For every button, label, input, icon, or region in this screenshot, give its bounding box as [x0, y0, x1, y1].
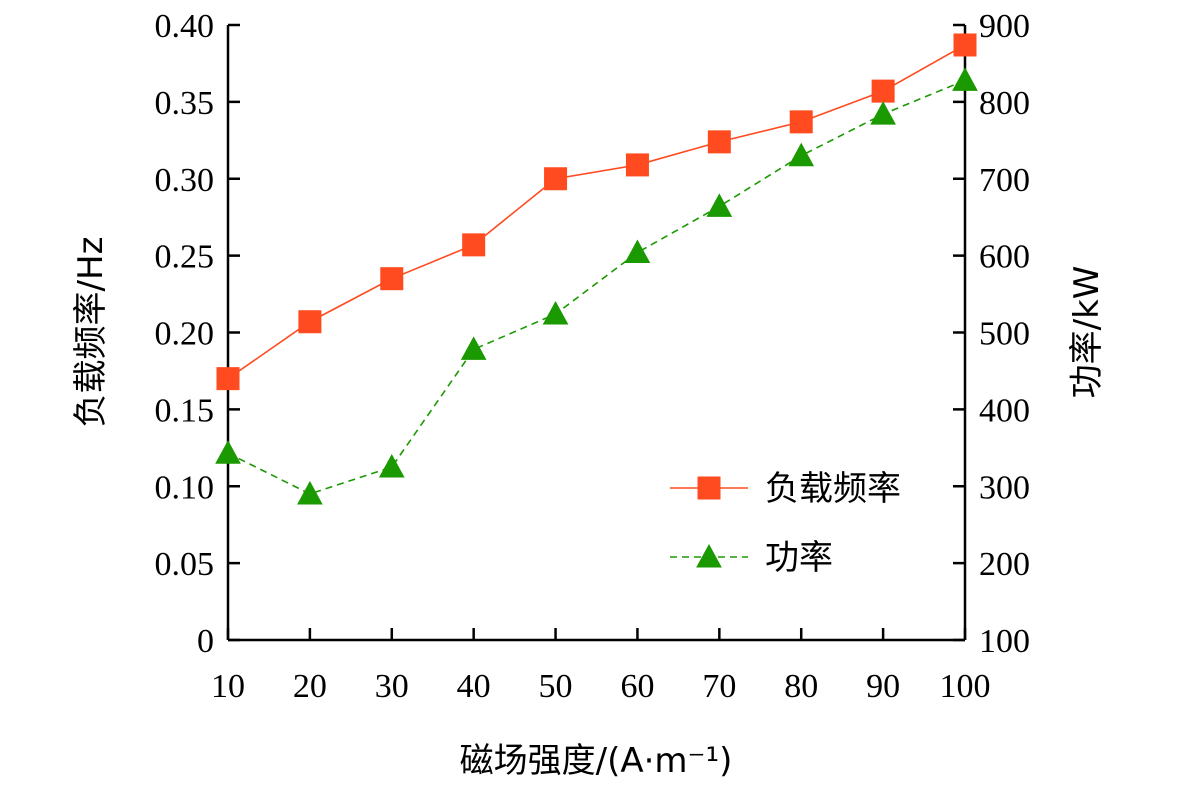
data-point: [298, 310, 322, 334]
x-tick-label: 40: [457, 668, 491, 705]
left-tick-label: 0.30: [155, 162, 215, 199]
legend-marker: [696, 543, 722, 568]
data-point: [788, 142, 815, 167]
right-tick-label: 100: [979, 623, 1030, 660]
right-tick-label: 700: [979, 162, 1030, 199]
right-tick-label: 500: [979, 316, 1030, 353]
data-point: [871, 79, 895, 103]
series-layer: [215, 33, 978, 505]
left-tick-label: 0.35: [155, 85, 215, 122]
data-point: [870, 101, 896, 125]
right-tick-label: 300: [979, 469, 1030, 506]
data-point: [952, 67, 978, 91]
data-point: [378, 453, 405, 478]
data-point: [544, 167, 568, 191]
x-tick-label: 80: [784, 668, 818, 705]
right-axis: 100 200 300 400 500 600 700 800 900: [953, 8, 1030, 660]
left-tick-label: 0.15: [155, 392, 215, 429]
data-point: [625, 153, 649, 177]
plot-frame: [226, 25, 967, 642]
legend-marker: [697, 476, 721, 500]
x-tick-label: 90: [866, 668, 900, 705]
data-point: [953, 33, 977, 57]
left-tick-label: 0.40: [155, 8, 215, 45]
series-line: [227, 44, 966, 380]
data-point: [462, 233, 486, 257]
x-tick-label: 20: [293, 668, 327, 705]
data-point: [216, 367, 240, 391]
x-tick-label: 70: [702, 668, 736, 705]
x-tick-label: 50: [539, 668, 573, 705]
data-point: [460, 336, 487, 360]
data-point: [624, 239, 651, 264]
x-tick-label: 30: [375, 668, 409, 705]
left-tick-label: 0.20: [155, 316, 215, 353]
right-axis-title: 功率/kW: [1067, 266, 1107, 399]
series-power: [215, 67, 978, 505]
left-axis: 0 0.05 0.10 0.15 0.20 0.25 0.30 0.35 0.40: [155, 8, 240, 660]
right-tick-label: 600: [979, 239, 1030, 276]
data-point: [297, 480, 323, 505]
right-tick-label: 200: [979, 546, 1030, 583]
data-point: [789, 110, 813, 134]
data-point: [542, 301, 569, 325]
left-tick-label: 0.05: [155, 546, 215, 583]
left-tick-label: 0.10: [155, 469, 215, 506]
data-point: [706, 193, 733, 217]
data-point: [380, 267, 404, 291]
x-tick-label: 10: [211, 668, 245, 705]
right-tick-label: 400: [979, 392, 1030, 429]
data-point: [707, 130, 731, 154]
x-tick-label: 100: [940, 668, 991, 705]
series-line: [227, 79, 966, 495]
left-axis-title: 负载频率/Hz: [71, 237, 111, 428]
series-load-frequency: [216, 33, 977, 391]
left-tick-label: 0.25: [155, 239, 215, 276]
right-tick-label: 900: [979, 8, 1030, 45]
x-axis: 10 20 30 40 50 60 70 80 90 100: [211, 628, 991, 705]
x-tick-label: 60: [620, 668, 654, 705]
right-tick-label: 800: [979, 85, 1030, 122]
x-axis-title: 磁场强度/(A·m⁻¹): [460, 741, 733, 781]
legend-label: 负载频率: [765, 469, 901, 509]
data-point: [215, 440, 241, 464]
left-tick-label: 0: [197, 623, 214, 660]
legend-label: 功率: [765, 538, 833, 578]
